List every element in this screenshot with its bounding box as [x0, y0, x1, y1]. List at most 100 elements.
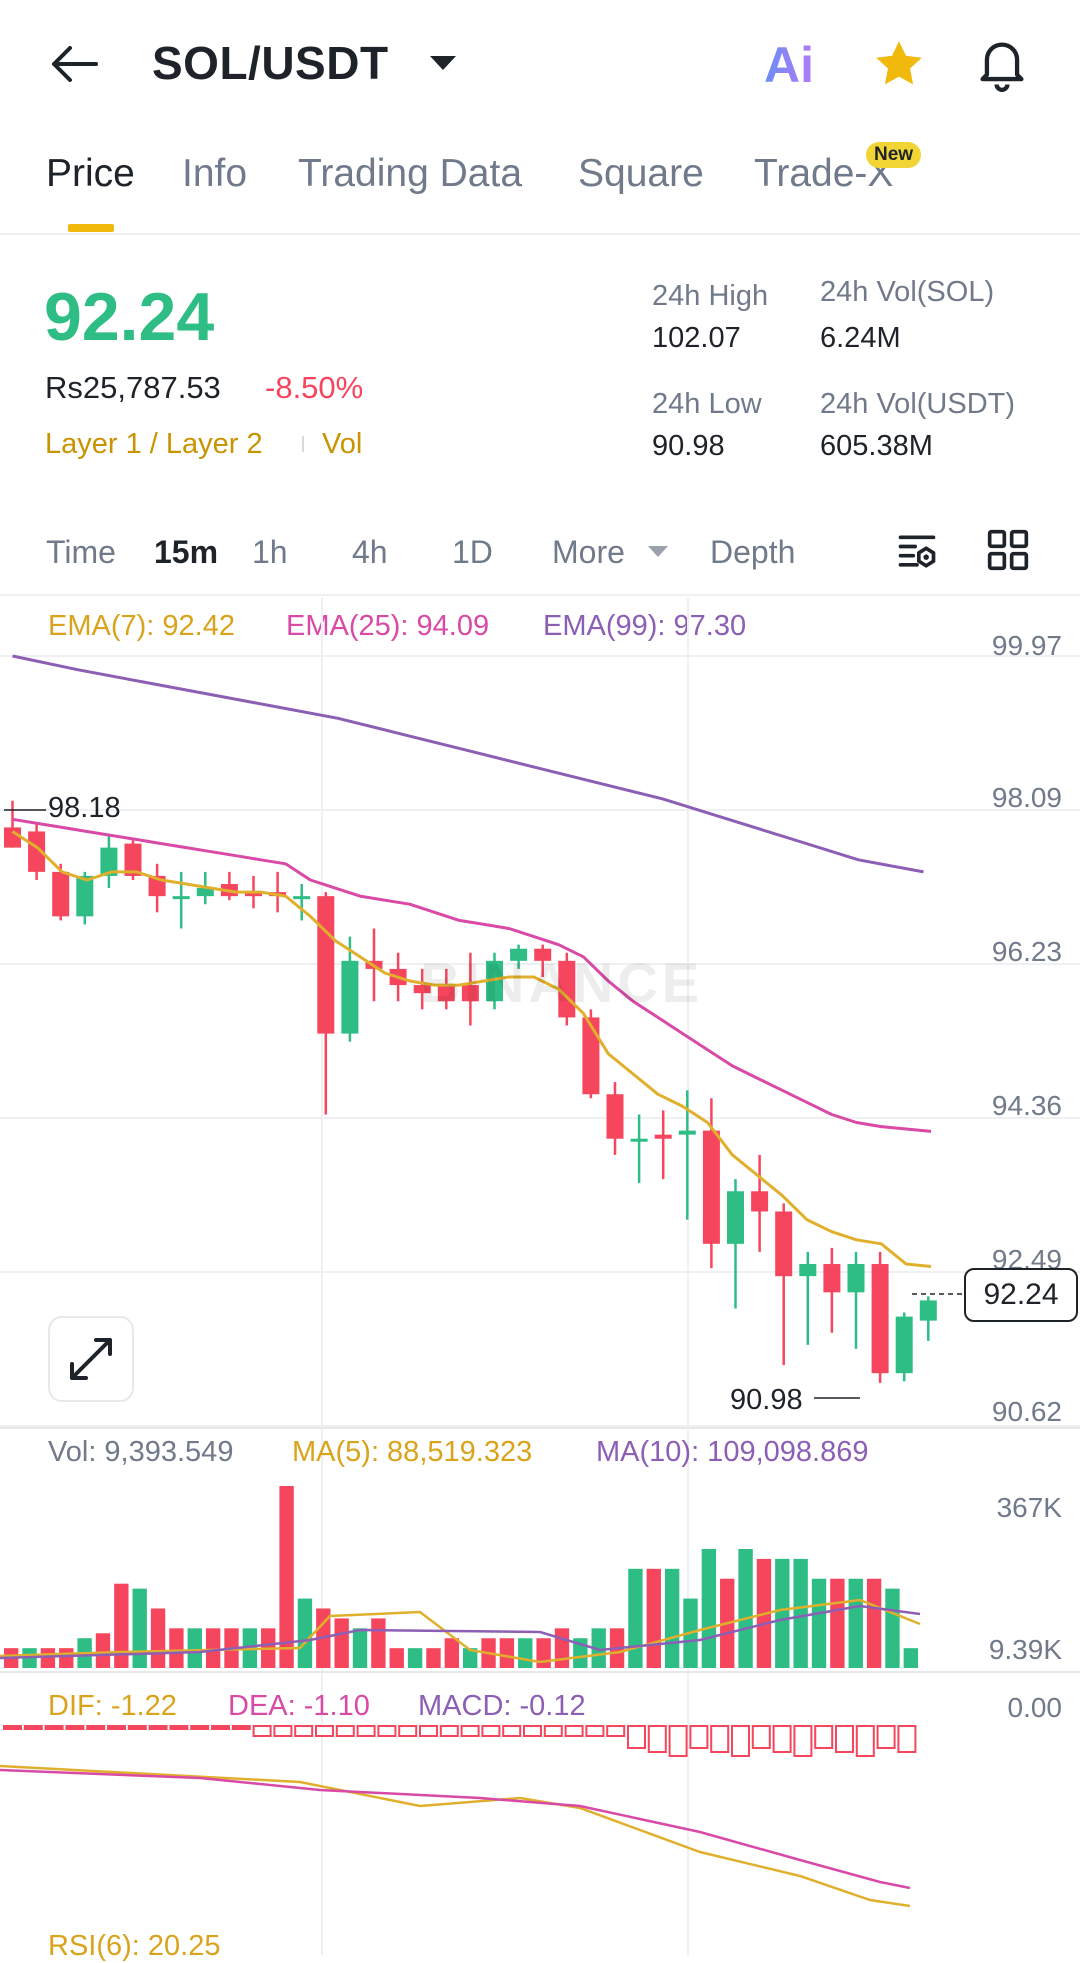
volume-bar: [463, 1648, 478, 1668]
macd-bar: [668, 1725, 688, 1757]
tab-price[interactable]: Price: [46, 152, 135, 195]
favorite-star-icon[interactable]: [872, 38, 926, 90]
tab-square[interactable]: Square: [578, 152, 704, 195]
candle-body: [919, 1300, 937, 1321]
macd-bar: [23, 1725, 43, 1730]
candle-body: [606, 1094, 624, 1139]
more-chevron-icon[interactable]: [648, 546, 668, 557]
macd-bar: [835, 1725, 854, 1753]
high-marker-label: 98.18: [48, 792, 121, 824]
macd-bar: [772, 1725, 792, 1753]
volume-bar: [150, 1608, 166, 1668]
candle-body: [823, 1264, 841, 1293]
pair-title[interactable]: SOL/USDT: [152, 37, 389, 89]
candle-body: [196, 888, 214, 897]
ma10-line: [0, 1604, 921, 1660]
candle-body: [52, 871, 70, 917]
watermark: BINANCE: [420, 951, 704, 1014]
volume-bar: [811, 1578, 827, 1668]
macd-bar: [543, 1725, 563, 1737]
category-tag[interactable]: Layer 1 / Layer 2: [45, 428, 263, 460]
indicator-settings-icon[interactable]: [894, 530, 940, 574]
macd-bar: [523, 1725, 542, 1737]
candle-body: [630, 1138, 648, 1142]
macd-bar: [252, 1725, 272, 1737]
tab-trading-data[interactable]: Trading Data: [298, 152, 523, 195]
volume-axis-label: 9.39K: [988, 1634, 1062, 1665]
ema99-line: [12, 654, 924, 874]
macd-bar: [606, 1725, 626, 1737]
macd-label: MACD: -0.12: [418, 1690, 586, 1722]
ema7-label: EMA(7): 92.42: [48, 610, 235, 642]
vol-tag[interactable]: Vol: [322, 428, 363, 460]
macd-bar: [356, 1725, 376, 1737]
dea-label: DEA: -1.10: [228, 1690, 370, 1722]
tab-info[interactable]: Info: [182, 152, 248, 195]
volume-bar: [187, 1628, 202, 1668]
rsi-label: RSI(6): 20.25: [48, 1930, 221, 1962]
high-24h-label: 24h High: [652, 280, 769, 312]
chevron-down-icon[interactable]: [430, 56, 456, 70]
candle-body: [751, 1191, 769, 1212]
macd-bar: [294, 1725, 314, 1737]
candle-body: [245, 892, 262, 897]
price-axis-label: 94.36: [991, 1090, 1062, 1121]
macd-bar: [335, 1725, 355, 1737]
vol-usdt-label: 24h Vol(USDT): [820, 388, 1016, 420]
volume-bar: [132, 1588, 147, 1668]
candle-body: [413, 985, 431, 994]
timeframe-1d[interactable]: 1D: [452, 534, 493, 570]
grid-layout-icon[interactable]: [986, 528, 1030, 572]
vol-sol-label: 24h Vol(SOL): [820, 276, 995, 308]
volume-bar: [775, 1558, 790, 1668]
tab-divider: [0, 233, 1080, 235]
macd-bar: [44, 1725, 64, 1730]
volume-bar: [848, 1578, 863, 1668]
timeframe-more[interactable]: More: [552, 534, 625, 570]
chart-top-divider: [0, 594, 1080, 596]
ema7-line: [11, 830, 932, 1268]
timeframe-time[interactable]: Time: [46, 534, 116, 570]
volume-bar: [205, 1628, 221, 1668]
macd-bar: [439, 1725, 459, 1737]
candle-body: [100, 847, 118, 876]
timeframe-1h[interactable]: 1h: [252, 534, 288, 570]
macd-bar: [855, 1725, 875, 1757]
volume-bar: [114, 1583, 129, 1668]
macd-bar: [107, 1725, 126, 1730]
vol-sol-value: 6.24M: [820, 322, 901, 354]
candle-body: [486, 960, 503, 1002]
candle-body: [510, 948, 528, 961]
macd-bar: [127, 1725, 147, 1730]
low-marker-label: 90.98: [730, 1384, 803, 1416]
ai-icon[interactable]: Ai: [764, 37, 814, 93]
macd-bar: [398, 1725, 418, 1737]
volume-bar: [499, 1638, 515, 1668]
macd-bar: [419, 1725, 438, 1737]
volume-bar: [885, 1588, 900, 1668]
tab-depth[interactable]: Depth: [710, 534, 796, 570]
ema25-label: EMA(25): 94.09: [286, 610, 490, 642]
candle-body: [702, 1130, 720, 1244]
candle-body: [124, 843, 142, 876]
macd-bar: [148, 1725, 168, 1730]
candle-body: [341, 960, 359, 1034]
fullscreen-button[interactable]: [48, 1316, 134, 1402]
volume-bar: [903, 1648, 918, 1668]
price-chart[interactable]: [0, 598, 1080, 1955]
candle-body: [895, 1316, 913, 1374]
macd-bar: [876, 1725, 896, 1749]
timeframe-15m[interactable]: 15m: [154, 534, 219, 570]
macd-bar: [377, 1725, 397, 1737]
back-arrow-icon[interactable]: [48, 44, 100, 84]
candle-body: [461, 985, 479, 1002]
candle-body: [799, 1264, 817, 1277]
bell-icon[interactable]: [976, 36, 1028, 92]
fiat-price: Rs25,787.53: [45, 370, 221, 405]
candle-body: [317, 896, 335, 1034]
volume-bar: [628, 1568, 643, 1668]
price-axis-label: 96.23: [991, 936, 1062, 967]
volume-bar: [426, 1648, 441, 1668]
timeframe-4h[interactable]: 4h: [352, 534, 388, 570]
macd-bar: [169, 1725, 189, 1730]
